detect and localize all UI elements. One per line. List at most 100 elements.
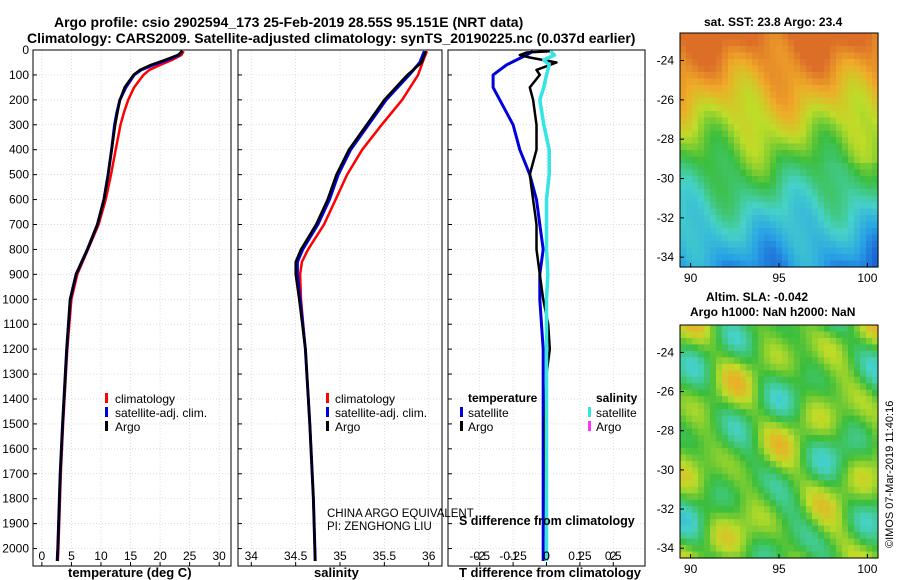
map-cell: [686, 383, 693, 391]
map-cell: [692, 383, 699, 391]
map-cell: [740, 117, 747, 125]
map-cell: [734, 202, 741, 210]
map-cell: [776, 195, 783, 203]
map-cell: [788, 91, 795, 99]
map-cell: [872, 33, 879, 41]
map-cell: [746, 486, 753, 494]
map-cell: [758, 85, 765, 93]
map-cell: [824, 150, 831, 158]
map-cell: [818, 454, 825, 462]
map-cell: [740, 383, 747, 391]
map-cell: [812, 415, 819, 423]
map-cell: [860, 104, 867, 112]
map-cell: [854, 376, 861, 384]
map-cell: [794, 376, 801, 384]
map-cell: [872, 480, 879, 488]
map-cell: [800, 137, 807, 145]
map-cell: [842, 254, 849, 262]
map-cell: [722, 176, 729, 184]
map-cell: [794, 241, 801, 249]
map-cell: [806, 376, 813, 384]
map-cell: [752, 124, 759, 132]
map-cell: [788, 389, 795, 397]
map-cell: [770, 435, 777, 443]
map-cell: [854, 46, 861, 54]
map-cell: [692, 111, 699, 119]
map-cell: [752, 460, 759, 468]
map-cell: [728, 182, 735, 190]
map-cell: [680, 337, 687, 346]
map-cell: [776, 65, 783, 73]
map-cell: [704, 234, 711, 242]
map-cell: [860, 506, 867, 514]
map-cell: [698, 325, 705, 333]
map-cell: [824, 344, 831, 352]
map-cell: [770, 363, 777, 371]
map-cell: [698, 104, 705, 112]
map-cell: [800, 473, 807, 481]
map-cell: [836, 189, 843, 197]
map-cell: [824, 241, 831, 249]
map-cell: [842, 344, 849, 352]
map-cell: [872, 512, 879, 520]
map-cell: [728, 428, 735, 436]
map-cell: [872, 117, 879, 125]
map-cell: [752, 98, 759, 106]
map-cell: [776, 525, 783, 533]
map-cell: [698, 415, 705, 423]
map-cell: [686, 532, 693, 540]
map-cell: [782, 409, 789, 417]
map-cell: [842, 59, 849, 67]
map-cell: [764, 137, 771, 145]
map-cell: [776, 545, 783, 553]
map-cell: [782, 519, 789, 527]
map-cell: [836, 260, 843, 268]
map-cell: [746, 247, 753, 255]
map-cell: [848, 325, 855, 333]
map-cell: [752, 215, 759, 223]
series-line-climatology: [56, 50, 185, 562]
map-cell: [704, 117, 711, 125]
map-cell: [758, 117, 765, 125]
map-cell: [854, 389, 861, 397]
map-cell: [836, 195, 843, 203]
map-cell: [698, 78, 705, 86]
map-cell: [866, 156, 873, 164]
map-cell: [854, 506, 861, 514]
salinity-gridlines: [238, 49, 442, 566]
map-cell: [812, 91, 819, 99]
map-cell: [872, 195, 879, 203]
map-cell: [728, 396, 735, 404]
map-cell: [854, 254, 861, 262]
map-cell: [872, 156, 879, 164]
map-cell: [872, 52, 879, 60]
map-cell: [776, 357, 783, 365]
map-cell: [752, 150, 759, 158]
map-cell: [692, 208, 699, 216]
map-cell: [842, 46, 849, 54]
map-cell: [830, 435, 837, 443]
map-cell: [680, 189, 687, 197]
map-cell: [698, 525, 705, 533]
map-cell: [716, 409, 723, 417]
map-cell: [752, 396, 759, 404]
map-cell: [848, 163, 855, 171]
map-cell: [716, 454, 723, 462]
map-cell: [776, 169, 783, 177]
map-cell: [746, 454, 753, 462]
map-cell: [794, 156, 801, 164]
map-cell: [782, 39, 789, 47]
map-cell: [680, 260, 687, 268]
map-cell: [710, 402, 717, 410]
map-cell: [794, 350, 801, 358]
map-cell: [686, 441, 693, 449]
map-cell: [788, 331, 795, 339]
map-cell: [704, 156, 711, 164]
map-cell: [776, 143, 783, 151]
map-cell: [860, 241, 867, 249]
map-cell: [830, 532, 837, 540]
map-cell: [854, 104, 861, 112]
map-cell: [854, 98, 861, 106]
map-cell: [794, 389, 801, 397]
map-cell: [698, 85, 705, 93]
